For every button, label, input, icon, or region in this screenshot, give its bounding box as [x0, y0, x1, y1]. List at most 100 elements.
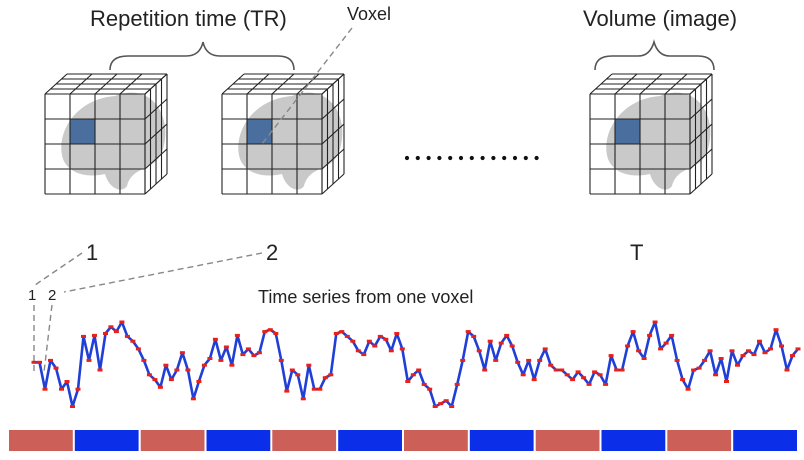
time-series-point [113, 330, 119, 334]
time-series-point [592, 370, 598, 374]
ellipsis-dot [502, 155, 507, 161]
time-series-point [234, 333, 240, 337]
time-series-point [746, 349, 751, 353]
ellipsis-dot [491, 155, 496, 161]
volume-number-1: 1 [86, 240, 99, 265]
ellipsis-dot [458, 155, 464, 161]
cube-2-brain [238, 92, 343, 190]
time-series-point [603, 382, 609, 386]
time-series-point [663, 341, 669, 345]
time-series-point [493, 358, 499, 362]
time-series-point [652, 320, 658, 324]
time-series-point [212, 337, 218, 341]
timepoint-label-2: 2 [48, 287, 57, 304]
time-series-point [245, 347, 251, 351]
block-red [535, 430, 600, 451]
ellipsis-dot [534, 155, 539, 161]
time-series-point [317, 387, 323, 391]
time-series-point [669, 333, 675, 337]
time-series-point [229, 363, 235, 367]
time-series-point [37, 360, 42, 364]
time-series-point [240, 353, 246, 357]
time-series-point [377, 334, 383, 338]
volume-label: Volume (image) [583, 6, 738, 31]
time-series-point [300, 397, 306, 401]
time-series-point [779, 344, 784, 348]
time-series-point [333, 332, 339, 335]
time-series-point [465, 330, 471, 334]
time-series-point [273, 332, 279, 335]
time-series-point [278, 358, 284, 362]
time-series-point [619, 368, 625, 372]
time-series-point [586, 382, 592, 386]
time-series-point [256, 351, 262, 355]
time-series-point [103, 332, 108, 335]
time-series-point [350, 339, 356, 343]
time-series-point [740, 354, 746, 358]
time-series-point [81, 334, 86, 338]
time-series-point [784, 368, 790, 372]
time-series-point [460, 358, 466, 362]
time-series-point [718, 357, 724, 360]
time-series-point [443, 399, 449, 403]
time-series-point [141, 358, 147, 362]
time-series-point [97, 368, 103, 372]
time-series-point [372, 344, 378, 348]
time-series-point [691, 368, 697, 372]
time-series-point [449, 405, 455, 408]
ellipsis-dot [523, 155, 528, 161]
time-series-point [339, 330, 345, 334]
time-series-point [416, 368, 422, 372]
ellipsis-dot [404, 155, 410, 161]
time-series-point [168, 378, 174, 382]
time-series-point [86, 358, 92, 362]
time-series-point [487, 339, 493, 343]
time-series-point [289, 368, 295, 372]
time-series-point [174, 368, 180, 372]
ellipsis-dot [426, 155, 431, 161]
time-series-point [575, 370, 581, 374]
time-series-title: Time series from one voxel [258, 287, 474, 307]
time-series-point [267, 328, 273, 332]
volume-cube-1 [44, 73, 168, 195]
block-blue [601, 430, 666, 451]
time-series-point [658, 347, 664, 351]
time-series-point [163, 363, 169, 367]
cube-t-brain [606, 92, 711, 190]
time-series-point [262, 330, 268, 334]
ellipsis-dot [469, 155, 474, 161]
volume-number-2: 2 [266, 240, 279, 265]
time-series-point [526, 358, 532, 362]
time-series-point [119, 320, 125, 324]
time-series-point [520, 373, 526, 377]
time-series-point [196, 380, 202, 383]
time-series-point [630, 330, 636, 334]
time-series-point [768, 347, 773, 351]
time-series-point [581, 376, 587, 380]
time-series-point [53, 366, 59, 370]
time-series-point [537, 358, 543, 362]
block-blue [469, 430, 534, 451]
time-series-point [223, 345, 229, 349]
voxel-label: Voxel [347, 4, 392, 24]
ellipsis-dots [404, 155, 539, 161]
time-series-point [157, 385, 163, 389]
volume-cube-2 [221, 73, 345, 195]
block-blue [338, 430, 402, 451]
connector-2b [43, 304, 53, 373]
time-series-point [482, 368, 488, 372]
time-series-point [559, 368, 565, 372]
voxel-pointer-line [261, 27, 353, 145]
time-series-point [383, 337, 389, 341]
ellipsis-dot [415, 155, 420, 161]
time-series-point [179, 351, 185, 355]
cube-2-voxel [247, 119, 272, 144]
time-series-point [647, 333, 653, 337]
time-series-point [48, 358, 53, 362]
volume-cube-t [589, 73, 713, 195]
time-series-point [454, 382, 460, 386]
time-series-point [548, 363, 554, 367]
time-series-point [751, 353, 757, 357]
tr-brace [109, 41, 295, 71]
